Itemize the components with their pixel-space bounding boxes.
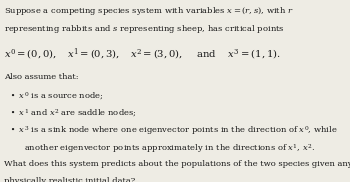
Text: $\bullet\;$ $x^0$ is a source node;: $\bullet\;$ $x^0$ is a source node; [10,90,104,102]
Text: Suppose a competing species system with variables $\mathit{x} = (r, s)$, with $r: Suppose a competing species system with … [4,5,294,17]
Text: representing rabbits and $s$ representing sheep, has critical points: representing rabbits and $s$ representin… [4,23,285,35]
Text: $x^0 = (0,0), \quad x^1 = (0,3), \quad x^2 = (3,0), \quad$ and $\quad x^3 = (1,1: $x^0 = (0,0), \quad x^1 = (0,3), \quad x… [4,46,281,62]
Text: $\bullet\;$ $x^1$ and $x^2$ are saddle nodes;: $\bullet\;$ $x^1$ and $x^2$ are saddle n… [10,107,137,119]
Text: $\bullet\;$ $x^3$ is a sink node where one eigenvector points in the direction o: $\bullet\;$ $x^3$ is a sink node where o… [10,125,338,138]
Text: What does this system predicts about the populations of the two species given an: What does this system predicts about the… [4,160,350,168]
Text: Also assume that:: Also assume that: [4,73,79,81]
Text: another eigenvector points approximately in the directions of $x^1$, $x^2$.: another eigenvector points approximately… [24,142,315,155]
Text: physically realistic initial data?: physically realistic initial data? [4,177,135,182]
